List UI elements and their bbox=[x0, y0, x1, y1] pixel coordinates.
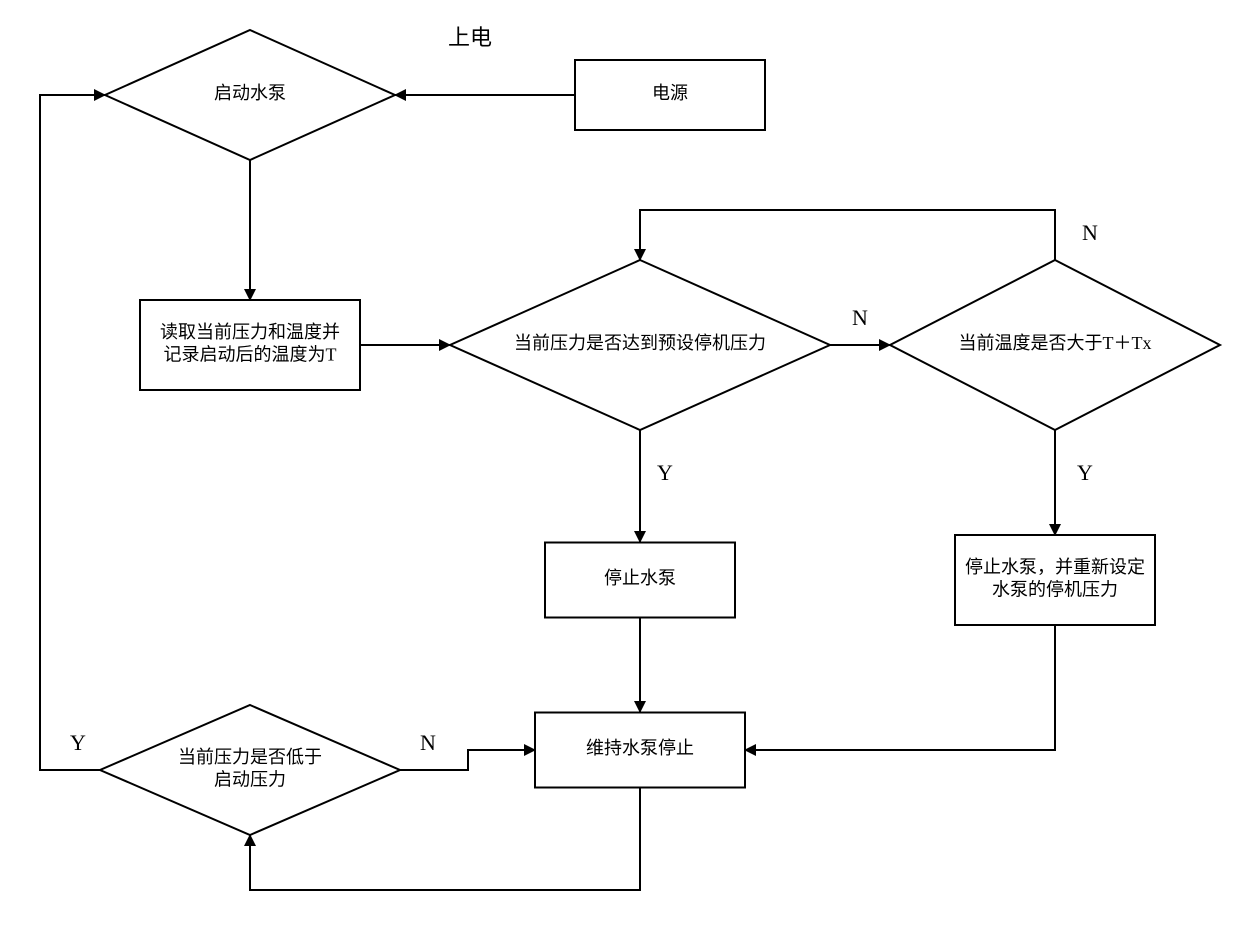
node-stop_pump: 停止水泵 bbox=[545, 543, 735, 618]
node-label: 启动水泵 bbox=[214, 83, 286, 103]
edge-e_power_pump: 上电 bbox=[395, 25, 575, 95]
node-label: 读取当前压力和温度并 bbox=[160, 322, 340, 342]
node-label: 当前压力是否达到预设停机压力 bbox=[514, 333, 766, 353]
edge-e_check_startpump_y: Y bbox=[40, 95, 105, 770]
node-label: 启动压力 bbox=[214, 769, 286, 789]
node-check_temp: 当前温度是否大于T＋Tx bbox=[890, 260, 1220, 430]
node-start_pump: 启动水泵 bbox=[105, 30, 395, 160]
node-label: 记录启动后的温度为T bbox=[164, 344, 337, 364]
edge-e_stopreset_keep bbox=[745, 625, 1055, 750]
node-power: 电源 bbox=[575, 60, 765, 130]
edge-label: Y bbox=[1077, 460, 1093, 485]
node-label: 当前温度是否大于T＋Tx bbox=[959, 333, 1152, 353]
flowchart-canvas: 上电 Y N N Y N Y 电源 启动水泵读取当前压力和温度并记录启动后的温度为T 当前压力是… bbox=[0, 0, 1240, 942]
node-label: 电源 bbox=[652, 83, 688, 103]
edge-label: Y bbox=[70, 730, 86, 755]
node-label: 维持水泵停止 bbox=[586, 738, 694, 758]
node-check_pressure_stop: 当前压力是否达到预设停机压力 bbox=[450, 260, 830, 430]
edge-label: N bbox=[1082, 220, 1098, 245]
node-label: 停止水泵 bbox=[604, 568, 676, 588]
nodes-layer: 电源 启动水泵读取当前压力和温度并记录启动后的温度为T 当前压力是否达到预设停机压力… bbox=[100, 30, 1220, 835]
edge-label: 上电 bbox=[448, 25, 492, 50]
edge-e_checkp_checkt_n: N bbox=[830, 305, 890, 345]
node-label: 水泵的停机压力 bbox=[992, 579, 1118, 599]
edge-e_check_keep_n: N bbox=[400, 730, 535, 770]
edge-label: N bbox=[420, 730, 436, 755]
node-label: 停止水泵，并重新设定 bbox=[965, 557, 1145, 577]
edge-e_checkp_stop_y: Y bbox=[640, 430, 673, 542]
edge-e_checkt_loop_n: N bbox=[640, 210, 1098, 260]
node-check_low_start: 当前压力是否低于启动压力 bbox=[100, 705, 400, 835]
edge-label: N bbox=[852, 305, 868, 330]
node-keep_stopped: 维持水泵停止 bbox=[535, 713, 745, 788]
node-stop_reset: 停止水泵，并重新设定水泵的停机压力 bbox=[955, 535, 1155, 625]
edge-label: Y bbox=[657, 460, 673, 485]
edge-e_checkt_stopreset_y: Y bbox=[1055, 430, 1093, 535]
node-label: 当前压力是否低于 bbox=[178, 747, 322, 767]
node-read_pt: 读取当前压力和温度并记录启动后的温度为T bbox=[140, 300, 360, 390]
